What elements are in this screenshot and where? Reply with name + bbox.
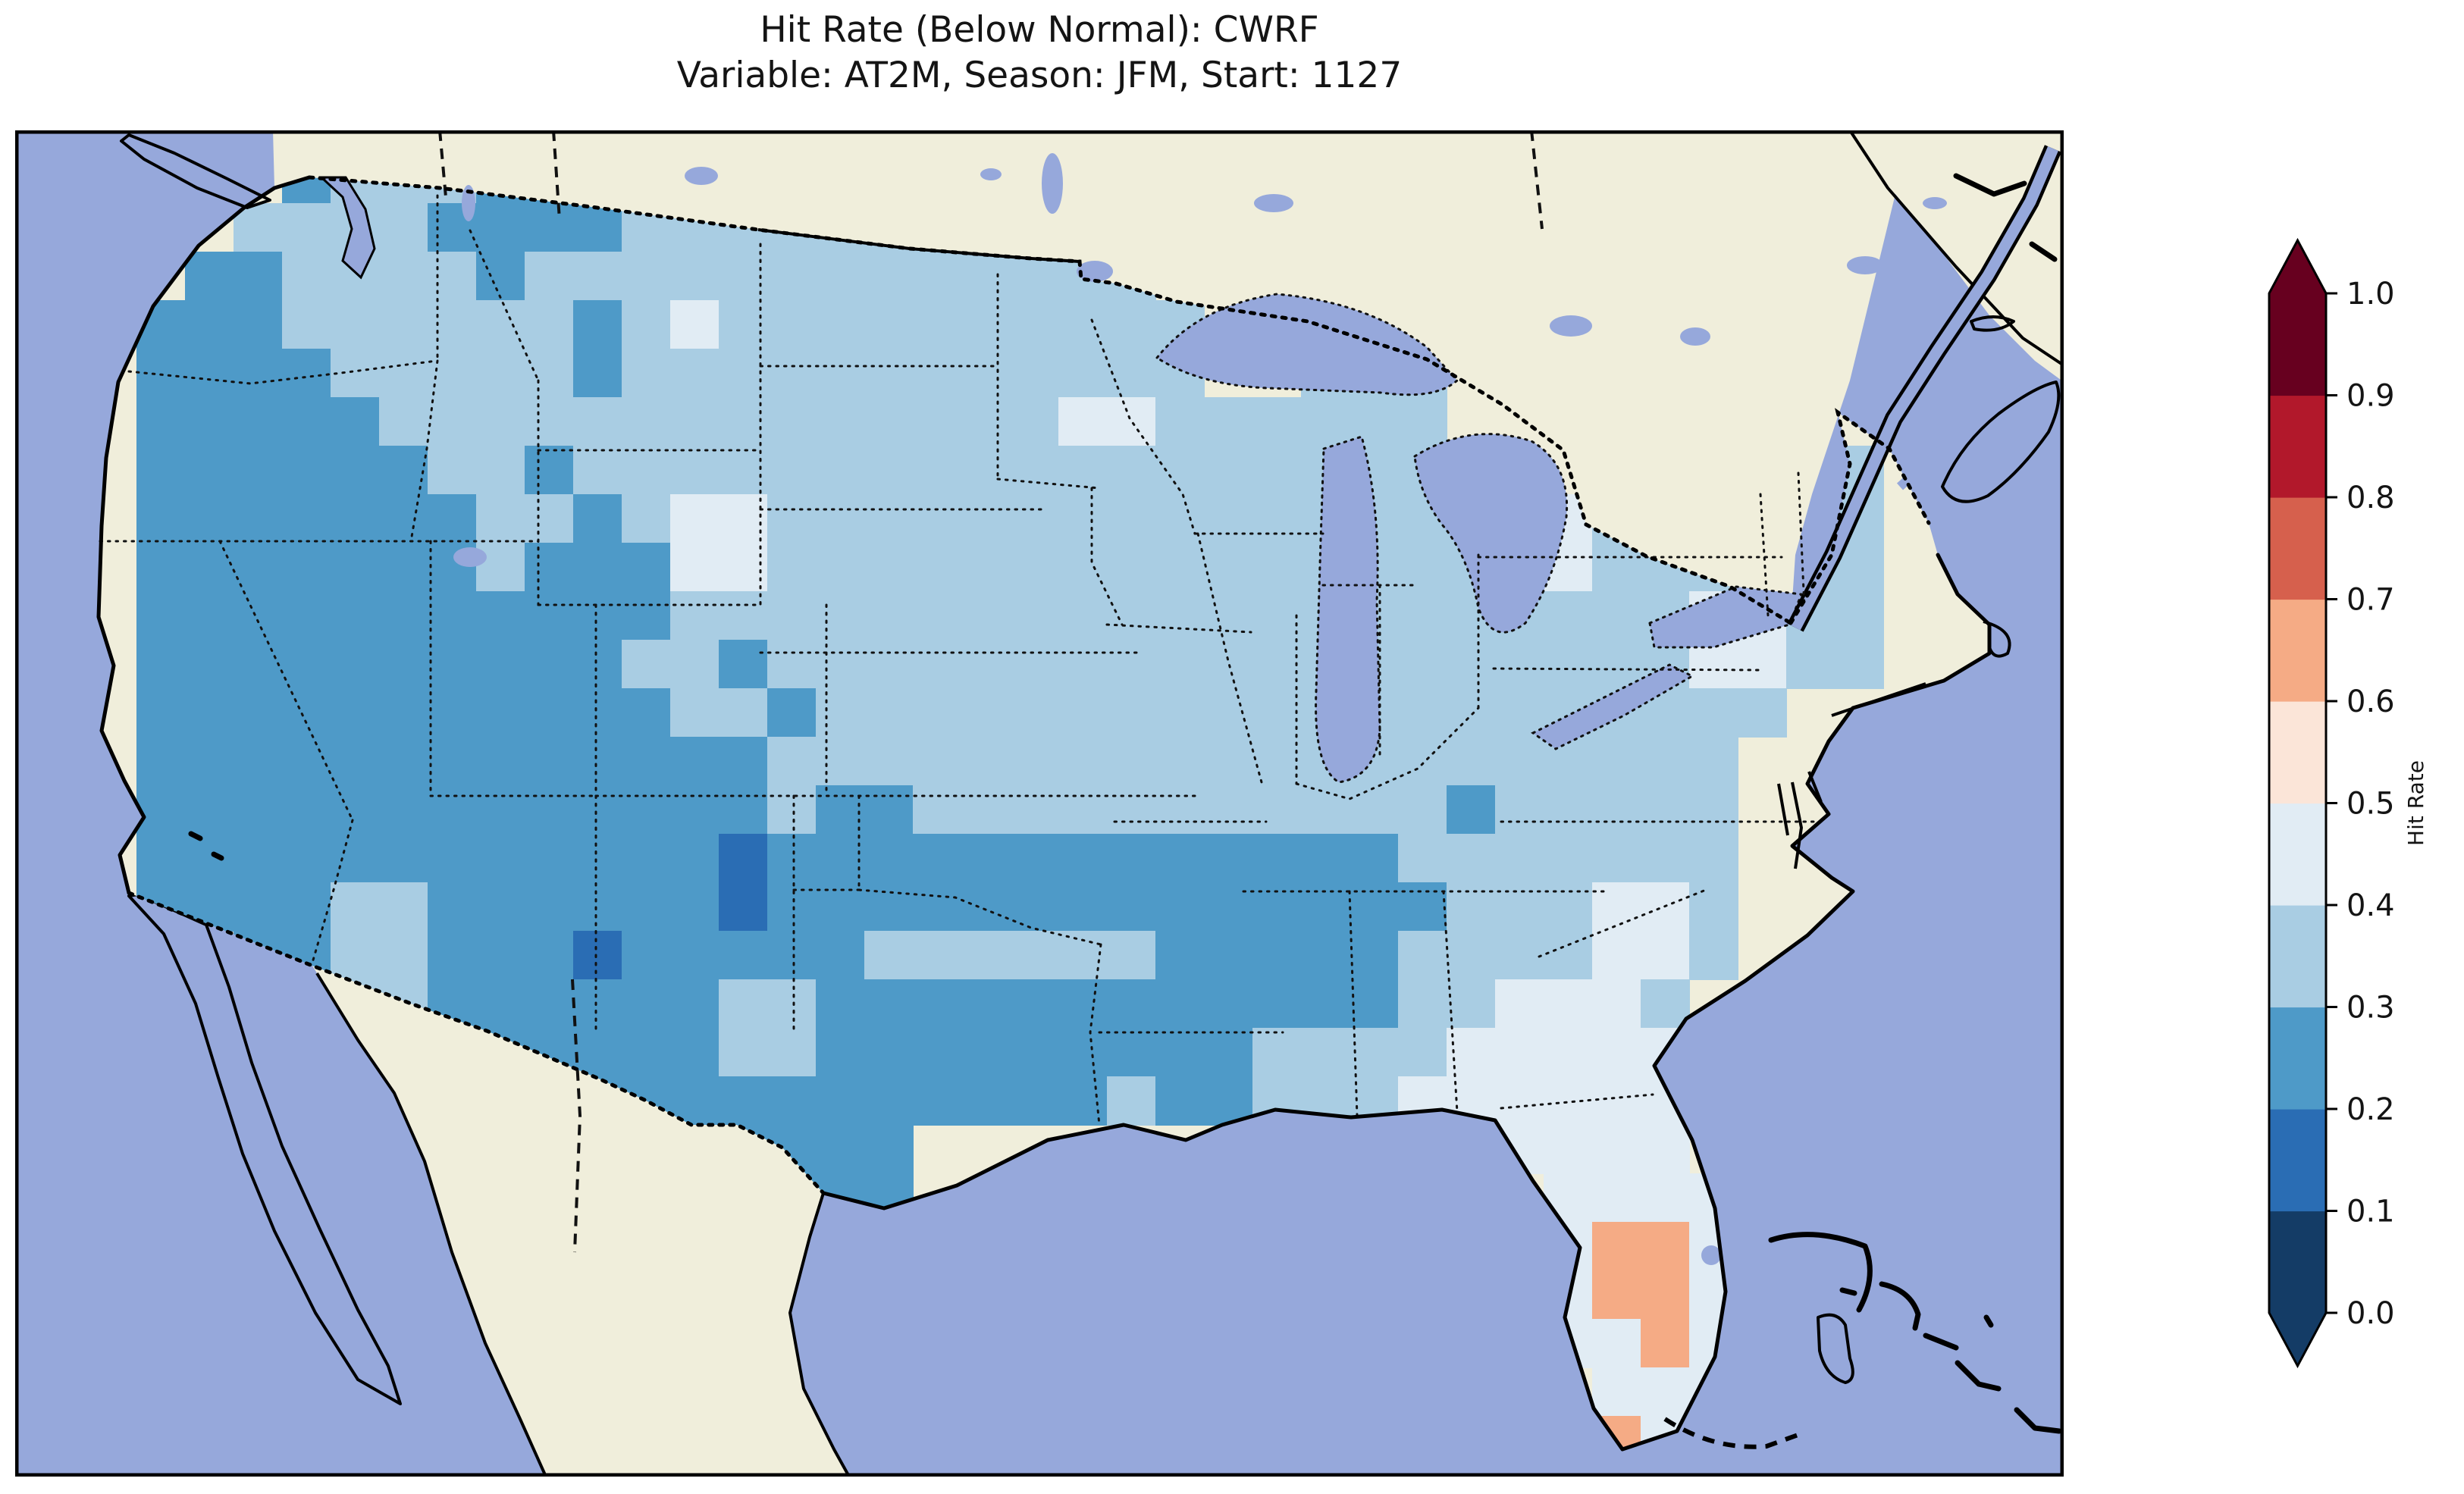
colorbar-tick-label: 0.6 bbox=[2346, 684, 2395, 719]
lake-ontario bbox=[1648, 585, 1804, 649]
colorbar-canvas: 0.0 0.1 0.2 0.3 0.4 0.5 0.6 0.7 0.8 0.9 1.0 Hit Rat… bbox=[2268, 237, 2428, 1369]
colorbar-tick-label: 0.3 bbox=[2346, 991, 2395, 1026]
province-borders bbox=[438, 130, 1544, 230]
colorbar: 0.0 0.1 0.2 0.3 0.4 0.5 0.6 0.7 0.8 0.9 1.0 Hit Rat… bbox=[2244, 227, 2464, 1395]
lake-erie bbox=[1531, 663, 1695, 750]
colorbar-tick-label: 0.8 bbox=[2346, 481, 2395, 515]
baja-california bbox=[127, 893, 402, 1405]
prince-edward-island bbox=[1970, 315, 2015, 332]
colorbar-tick-label: 0.5 bbox=[2346, 787, 2395, 822]
colorbar-bin-4 bbox=[2269, 803, 2326, 906]
colorbar-bin-2 bbox=[2269, 1007, 2326, 1110]
title-line-1: Hit Rate (Below Normal): CWRF bbox=[760, 9, 1319, 51]
national-borders bbox=[127, 175, 1931, 1253]
state-borders bbox=[99, 194, 1821, 1126]
lake-michigan bbox=[1315, 435, 1381, 784]
colorbar-axis-label: Hit Rate bbox=[2403, 760, 2428, 846]
lake-huron bbox=[1413, 433, 1569, 634]
colorbar-bin-7 bbox=[2269, 497, 2326, 600]
colorbar-bin-6 bbox=[2269, 599, 2326, 702]
colorbar-tick-label: 0.0 bbox=[2346, 1296, 2395, 1331]
map-frame bbox=[15, 130, 2064, 1477]
st-lawrence-river bbox=[1787, 145, 2062, 632]
colorbar-tick-label: 0.9 bbox=[2346, 379, 2395, 414]
colorbar-bin-0 bbox=[2269, 1211, 2326, 1314]
nova-scotia bbox=[1941, 381, 2061, 503]
map-axes bbox=[15, 130, 2064, 1477]
colorbar-tick-label: 1.0 bbox=[2346, 277, 2395, 312]
gulf-of-st-lawrence-ocean bbox=[1848, 130, 2064, 367]
colorbar-tick-label: 0.7 bbox=[2346, 583, 2395, 618]
puget-sound bbox=[318, 176, 376, 280]
colorbar-bin-5 bbox=[2269, 701, 2326, 804]
bay-of-fundy bbox=[1896, 377, 2022, 490]
small-lakes bbox=[453, 153, 1947, 1265]
colorbar-tick-label: 0.1 bbox=[2346, 1195, 2395, 1229]
colorbar-arrow-top bbox=[2269, 240, 2326, 293]
chart-title: Hit Rate (Below Normal): CWRF Variable: … bbox=[15, 8, 2064, 99]
colorbar-tick-label: 0.2 bbox=[2346, 1092, 2395, 1127]
title-line-2: Variable: AT2M, Season: JFM, Start: 1127 bbox=[676, 55, 1403, 96]
bahamas bbox=[1768, 1232, 2062, 1434]
colorbar-bin-9 bbox=[2269, 293, 2326, 396]
canada-land bbox=[273, 130, 2064, 623]
map-canvas bbox=[15, 130, 2064, 1477]
mexico-land bbox=[312, 966, 849, 1477]
great-lakes bbox=[1155, 293, 1804, 784]
colorbar-bin-3 bbox=[2269, 905, 2326, 1008]
colorbar-bin-8 bbox=[2269, 395, 2326, 498]
lake-superior bbox=[1155, 293, 1459, 396]
colorbar-bin-1 bbox=[2269, 1109, 2326, 1212]
newfoundland-coast bbox=[1953, 173, 2058, 262]
colorbar-tick-label: 0.4 bbox=[2346, 888, 2395, 923]
coastlines bbox=[96, 175, 2011, 1477]
colorbar-arrow-bottom bbox=[2269, 1313, 2326, 1366]
